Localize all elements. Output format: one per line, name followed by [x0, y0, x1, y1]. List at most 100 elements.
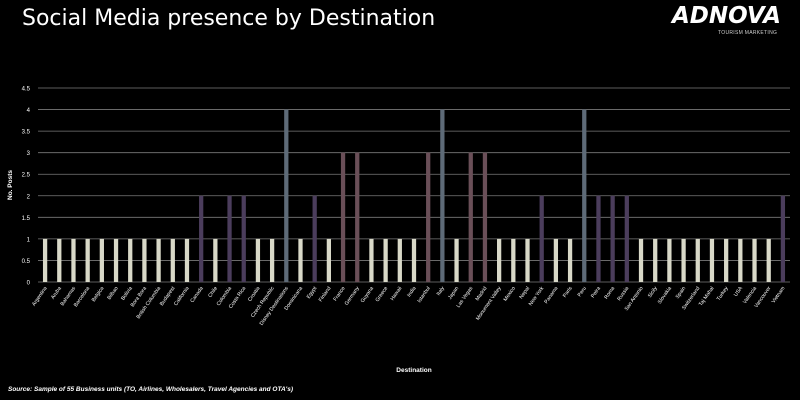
x-tick-label: Petra — [590, 286, 602, 300]
x-tick-label: Nepal — [518, 286, 531, 301]
x-tick-label: Germany — [344, 285, 361, 306]
x-tick-label: Turkey — [716, 285, 730, 302]
x-tick-label: Russia — [616, 286, 630, 303]
bar — [298, 238, 303, 282]
x-tick-label: Panama — [544, 286, 560, 305]
bar — [71, 238, 76, 282]
x-tick-label: Finland — [318, 286, 333, 303]
x-tick-label: Croatia — [247, 286, 262, 303]
x-tick-label: India — [406, 286, 417, 299]
x-tick-label: Belgica — [91, 286, 106, 303]
bar — [397, 238, 402, 282]
x-tick-label: Spain — [675, 286, 688, 300]
x-tick-label: Istanbul — [416, 286, 431, 304]
logo-wordmark: ADNOVA — [672, 3, 781, 29]
x-tick-label: Sicily — [647, 285, 659, 299]
bar — [511, 238, 516, 282]
bar — [241, 195, 246, 282]
x-tick-label: Roma — [603, 286, 616, 301]
y-tick-label: 3 — [27, 151, 31, 157]
y-tick-label: 3.5 — [22, 130, 31, 136]
x-tick-label: Mexico — [503, 286, 517, 303]
bar — [596, 195, 601, 282]
bar — [695, 238, 700, 282]
bar — [766, 238, 771, 282]
y-tick-label: 0 — [27, 281, 31, 287]
bar — [156, 238, 161, 282]
logo-tagline: TOURISM MARKETING — [718, 30, 778, 36]
bar — [326, 238, 331, 282]
source-note: Source: Sample of 55 Business units (TO,… — [8, 386, 293, 393]
bar — [99, 238, 104, 282]
bar — [440, 109, 445, 282]
x-tick-label: Slovakia — [657, 286, 673, 306]
bar — [199, 195, 204, 282]
x-tick-label: Madrid — [475, 286, 489, 303]
x-tick-label: USA — [733, 285, 744, 298]
bar — [184, 238, 190, 282]
bar — [369, 238, 374, 282]
bar — [582, 109, 587, 282]
bar — [85, 238, 90, 282]
bar — [142, 238, 147, 282]
y-tick-label: 1.5 — [22, 216, 31, 222]
bar — [653, 238, 658, 282]
bar — [525, 238, 530, 282]
bar — [340, 152, 346, 282]
bar — [610, 195, 615, 282]
bar — [567, 238, 573, 282]
x-tick-label: France — [333, 286, 347, 303]
bar — [312, 195, 317, 282]
x-tick-label: Guyana — [360, 286, 375, 304]
y-tick-label: 4 — [27, 108, 31, 114]
x-tick-label: Bolivia — [120, 286, 134, 302]
company-logo: ADNOVA TOURISM MARKETING — [672, 3, 788, 39]
x-tick-label: Argentina — [31, 286, 49, 308]
y-tick-label: 2.5 — [22, 173, 31, 179]
x-tick-label: New York — [528, 285, 546, 307]
x-tick-label: Vietnam — [771, 286, 787, 305]
y-tick-label: 4.5 — [22, 87, 31, 93]
bar — [383, 238, 388, 282]
bar — [170, 238, 175, 282]
bar — [539, 195, 544, 282]
x-tick-label: Paris — [562, 285, 574, 298]
bar — [638, 238, 644, 282]
bar — [724, 238, 729, 282]
bar — [468, 152, 473, 282]
y-tick-label: 1 — [27, 237, 31, 243]
x-tick-label: Italy — [436, 285, 447, 297]
y-tick-label: 2 — [27, 194, 31, 200]
bar — [355, 152, 360, 282]
x-tick-label: Greece — [375, 286, 390, 303]
bar — [709, 238, 715, 282]
bar — [482, 152, 488, 282]
bar — [553, 238, 559, 282]
x-tick-label: Canada — [189, 286, 204, 304]
x-axis-title: Destination — [396, 367, 431, 374]
x-tick-label: Aruba — [50, 286, 63, 301]
x-tick-label: Bilbao — [106, 286, 119, 301]
bar — [752, 238, 757, 282]
bar — [269, 238, 275, 282]
bar — [681, 238, 686, 282]
bar — [42, 238, 48, 282]
bar — [426, 152, 431, 282]
bar — [284, 109, 289, 282]
y-tick-label: 0.5 — [22, 259, 31, 265]
bar — [411, 238, 417, 282]
bar — [213, 238, 218, 282]
bar — [128, 238, 133, 282]
bar — [454, 238, 459, 282]
bar — [227, 195, 232, 282]
x-tick-label: Peru — [577, 286, 588, 299]
bar — [57, 238, 62, 282]
bar — [624, 195, 629, 282]
chart-title: Social Media presence by Destination — [22, 6, 436, 31]
bar — [667, 238, 672, 282]
bar — [497, 238, 502, 282]
x-tick-label: Japan — [447, 286, 460, 301]
bar — [738, 238, 743, 282]
bar — [113, 238, 119, 282]
